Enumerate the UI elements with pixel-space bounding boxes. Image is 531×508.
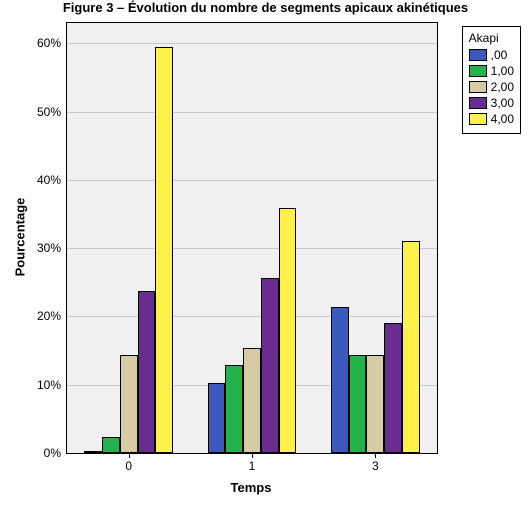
bar [331,307,349,453]
y-tick-label: 40% [37,173,61,187]
bar [102,437,120,453]
x-tick-label: 3 [372,459,379,473]
legend-item: 2,00 [469,79,514,95]
gridline [67,180,437,181]
legend: Akapi ,001,002,003,004,00 [462,26,521,134]
bar [261,278,279,453]
gridline [67,316,437,317]
legend-label: 3,00 [491,95,514,111]
x-tick-mark [375,453,376,458]
y-tick-label: 60% [37,36,61,50]
legend-label: 4,00 [491,111,514,127]
bar [138,291,156,453]
y-tick-label: 0% [44,446,61,460]
y-tick-label: 30% [37,241,61,255]
gridline [67,43,437,44]
bar [349,355,367,453]
legend-item: 3,00 [469,95,514,111]
legend-swatch [469,81,487,93]
x-tick-mark [129,453,130,458]
bar [384,323,402,453]
bar [225,365,243,453]
legend-label: 2,00 [491,79,514,95]
bar [84,451,102,453]
legend-swatch [469,65,487,77]
legend-swatch [469,113,487,125]
legend-label: ,00 [491,47,508,63]
bar [366,355,384,453]
y-tick-label: 20% [37,309,61,323]
gridline [67,248,437,249]
x-tick-label: 1 [249,459,256,473]
bar [243,348,261,453]
bar [402,241,420,453]
legend-swatch [469,49,487,61]
bar [279,208,297,453]
x-axis-label: Temps [66,480,436,495]
legend-item: 1,00 [469,63,514,79]
y-tick-label: 10% [37,378,61,392]
x-tick-mark [252,453,253,458]
legend-title: Akapi [469,31,514,45]
legend-item: ,00 [469,47,514,63]
figure: Figure 3 – Évolution du nombre de segmen… [0,0,531,508]
legend-label: 1,00 [491,63,514,79]
bar [155,47,173,453]
legend-item: 4,00 [469,111,514,127]
gridline [67,112,437,113]
x-tick-label: 0 [125,459,132,473]
legend-swatch [469,97,487,109]
y-axis-label: Pourcentage [13,198,28,277]
bar [120,355,138,453]
plot-area: 0%10%20%30%40%50%60%013 [66,22,438,454]
bar [208,383,226,453]
y-tick-label: 50% [37,105,61,119]
figure-title: Figure 3 – Évolution du nombre de segmen… [0,0,531,15]
